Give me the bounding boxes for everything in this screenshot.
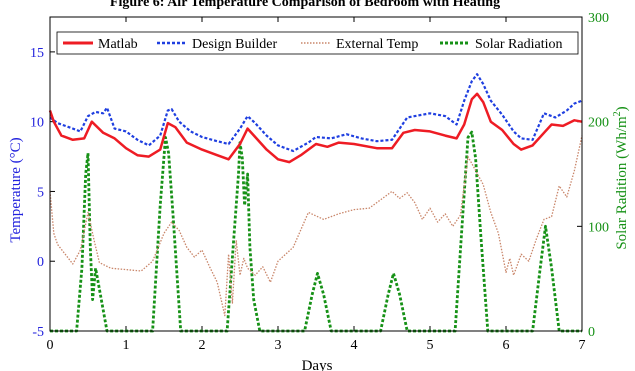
- y-right-tick-label: 300: [588, 11, 609, 26]
- y-right-tick-label: 100: [588, 220, 609, 235]
- y-right-axis-title: Solar Radition (Wh/m2): [612, 106, 630, 249]
- legend-label-solar-radiation: Solar Radiation: [475, 37, 563, 52]
- x-axis-title: Days: [302, 358, 333, 371]
- y-right-axis-title-sup: 2: [612, 111, 623, 116]
- legend-label-external-temp: External Temp: [336, 37, 418, 52]
- x-tick-label: 2: [199, 338, 206, 353]
- x-tick-label: 5: [427, 338, 434, 353]
- y-left-tick-label: 5: [37, 185, 44, 200]
- y-right-axis-title-prefix: Solar Radition (Wh/m: [614, 116, 630, 250]
- series-line-solar-radiation: [50, 130, 582, 333]
- series-layer: [48, 73, 583, 333]
- y-right-axis-title-suffix: ): [614, 106, 630, 111]
- x-tick-label: 4: [351, 338, 358, 353]
- x-axis-ticks: 0 1 2 3 4 5 6 7: [47, 17, 586, 353]
- y-left-tick-label: 15: [30, 46, 44, 61]
- legend-label-matlab: Matlab: [98, 37, 138, 52]
- x-tick-label: 6: [503, 338, 510, 353]
- y-right-tick-label: 0: [588, 325, 595, 340]
- y-left-tick-label: -5: [32, 325, 44, 340]
- y-left-axis-ticks: -5 0 5 10 15: [30, 46, 55, 340]
- y-left-axis-title: Temperature (°C): [8, 137, 24, 242]
- x-tick-label: 0: [47, 338, 54, 353]
- chart-title: Figure 6: Air Temperature Comparison of …: [110, 0, 500, 10]
- legend: Matlab Design Builder External Temp Sola…: [56, 31, 579, 55]
- series-line-design-builder: [49, 73, 583, 153]
- y-right-tick-label: 200: [588, 116, 609, 131]
- plot-frame: [49, 16, 583, 332]
- y-left-tick-label: 0: [37, 255, 44, 270]
- series-line-matlab: [48, 92, 583, 164]
- x-tick-label: 7: [579, 338, 586, 353]
- series-line-external-temp: [49, 135, 583, 317]
- y-right-axis-ticks: 0 100 200 300: [577, 11, 609, 340]
- x-tick-label: 1: [123, 338, 130, 353]
- legend-label-design-builder: Design Builder: [192, 37, 277, 52]
- x-tick-label: 3: [275, 338, 282, 353]
- y-left-tick-label: 10: [30, 116, 44, 131]
